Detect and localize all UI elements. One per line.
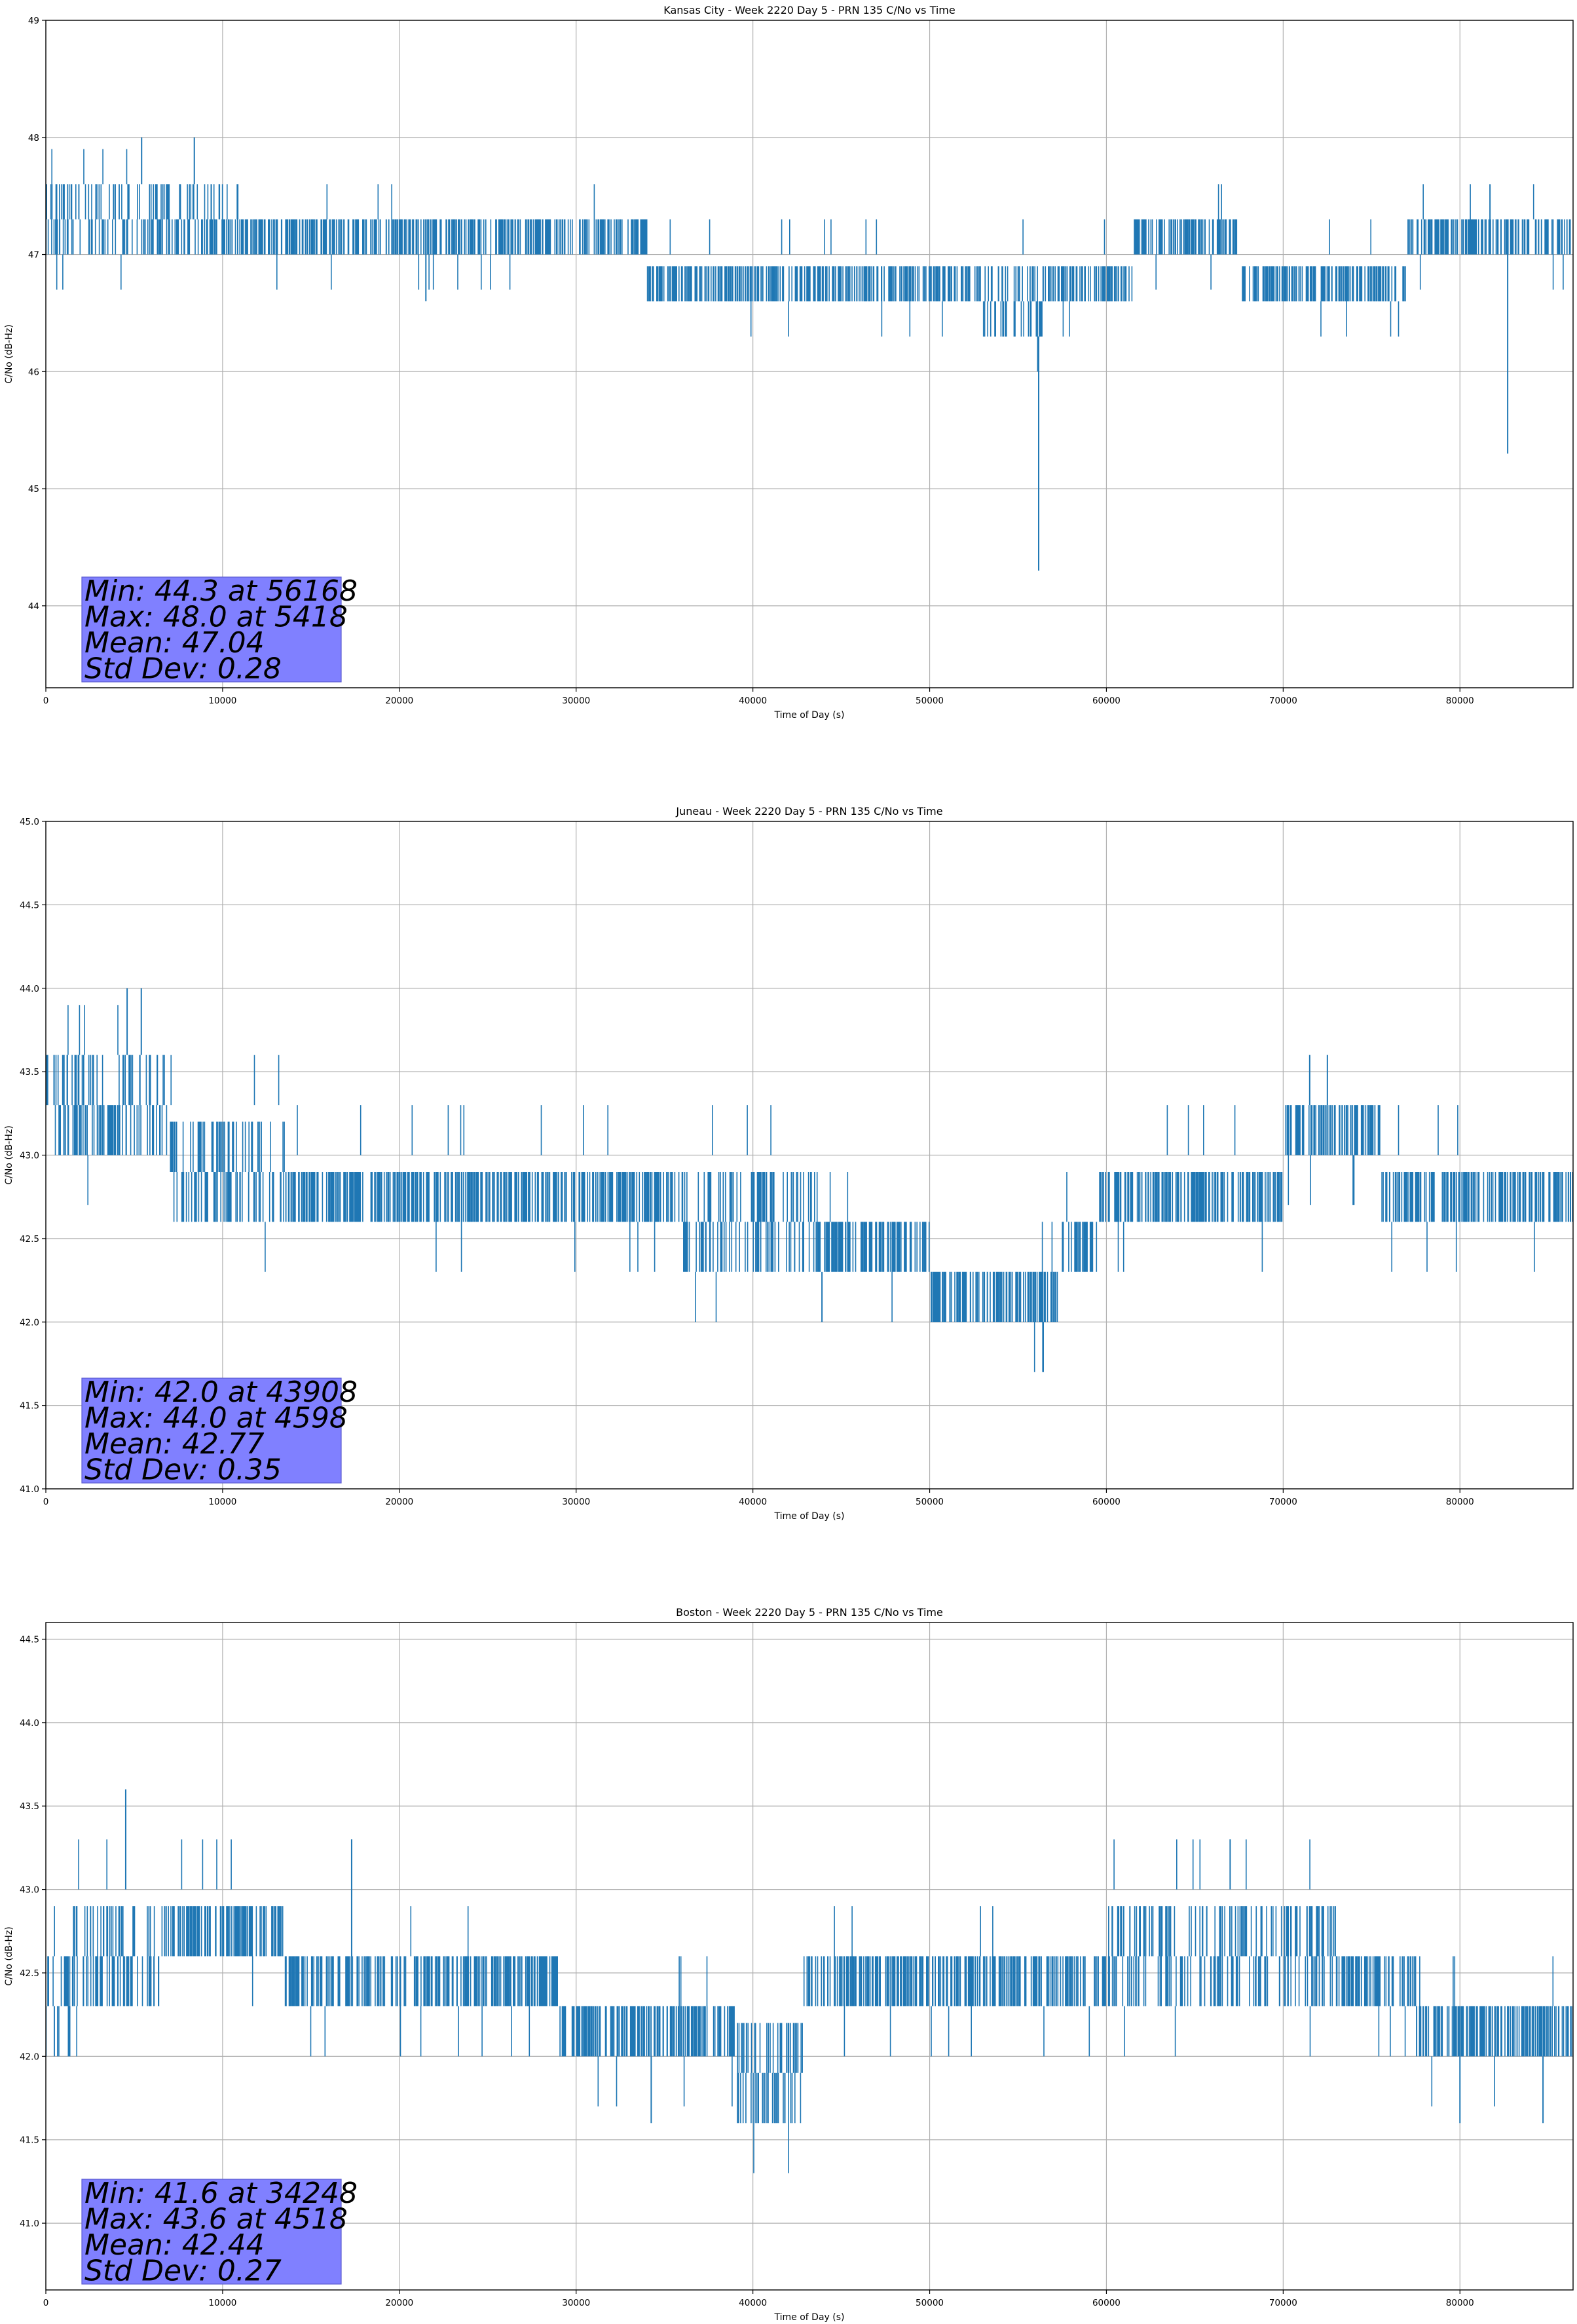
stats-line: Min: 44.3 at 56168 xyxy=(84,574,358,608)
y-tick-label: 42.5 xyxy=(20,1234,39,1245)
y-tick-label: 41.0 xyxy=(20,2219,39,2229)
y-tick-label: 41.0 xyxy=(20,1484,39,1495)
y-tick-label: 42.0 xyxy=(20,1317,39,1328)
x-tick-label: 60000 xyxy=(1092,2298,1121,2308)
y-tick-label: 44.0 xyxy=(20,984,39,994)
x-tick-label: 80000 xyxy=(1446,1497,1474,1507)
chart-title: Kansas City - Week 2220 Day 5 - PRN 135 … xyxy=(663,4,955,16)
y-axis-label: C/No (dB-Hz) xyxy=(4,1125,14,1184)
x-tick-label: 50000 xyxy=(916,1497,944,1507)
y-tick-label: 48 xyxy=(28,133,39,143)
x-tick-label: 70000 xyxy=(1269,1497,1297,1507)
y-tick-label: 42.5 xyxy=(20,1968,39,1979)
stats-line: Min: 41.6 at 34248 xyxy=(84,2177,358,2210)
series-line xyxy=(45,149,1571,372)
y-tick-label: 41.5 xyxy=(20,2135,39,2146)
x-tick-label: 10000 xyxy=(208,1497,236,1507)
stats-line: Max: 48.0 at 5418 xyxy=(84,601,348,634)
x-tick-label: 10000 xyxy=(208,696,236,706)
y-tick-label: 43.0 xyxy=(20,1151,39,1161)
stats-line: Mean: 47.04 xyxy=(84,626,265,660)
stats-line: Std Dev: 0.35 xyxy=(84,1453,282,1487)
y-tick-label: 49 xyxy=(28,16,39,26)
x-tick-label: 80000 xyxy=(1446,2298,1474,2308)
x-tick-label: 10000 xyxy=(208,2298,236,2308)
y-tick-label: 44 xyxy=(28,601,39,612)
x-tick-label: 0 xyxy=(43,2298,49,2308)
stats-box xyxy=(81,576,342,683)
y-tick-label: 47 xyxy=(28,250,39,261)
y-axis-label: C/No (dB-Hz) xyxy=(4,1926,14,1985)
x-tick-label: 40000 xyxy=(739,696,767,706)
y-tick-label: 41.5 xyxy=(20,1401,39,1412)
x-tick-label: 0 xyxy=(43,1497,49,1507)
x-tick-label: 30000 xyxy=(562,2298,590,2308)
x-tick-label: 20000 xyxy=(385,2298,413,2308)
plot-frame xyxy=(45,1622,1574,2291)
series-line xyxy=(45,1005,1573,1372)
x-tick-label: 20000 xyxy=(385,1497,413,1507)
y-tick-label: 44.0 xyxy=(20,1718,39,1729)
x-tick-label: 20000 xyxy=(385,696,413,706)
y-tick-label: 43.5 xyxy=(20,1801,39,1812)
x-tick-label: 50000 xyxy=(916,2298,944,2308)
x-tick-label: 40000 xyxy=(739,1497,767,1507)
x-tick-label: 50000 xyxy=(916,696,944,706)
x-axis-label: Time of Day (s) xyxy=(774,1511,845,1522)
x-tick-label: 0 xyxy=(43,696,49,706)
x-tick-label: 60000 xyxy=(1092,1497,1121,1507)
x-tick-label: 30000 xyxy=(562,1497,590,1507)
chart-title: Juneau - Week 2220 Day 5 - PRN 135 C/No … xyxy=(675,805,942,817)
y-tick-label: 42.0 xyxy=(20,2052,39,2062)
chart-panel: 0 10000 20000 30000 40000 50000 60000 70000 8000… xyxy=(4,1606,1574,2323)
series-line xyxy=(45,1839,1572,2173)
stats-box xyxy=(81,1378,342,1484)
x-axis-label: Time of Day (s) xyxy=(774,2312,845,2323)
x-tick-label: 60000 xyxy=(1092,696,1121,706)
plot-frame xyxy=(45,20,1574,688)
x-axis-label: Time of Day (s) xyxy=(774,710,845,721)
stats-line: Mean: 42.44 xyxy=(84,2228,265,2262)
x-tick-label: 40000 xyxy=(739,2298,767,2308)
x-tick-label: 70000 xyxy=(1269,696,1297,706)
stats-line: Mean: 42.77 xyxy=(84,1427,265,1461)
y-tick-label: 45.0 xyxy=(20,817,39,827)
stats-line: Max: 43.6 at 4518 xyxy=(84,2203,348,2236)
y-tick-label: 43.5 xyxy=(20,1067,39,1078)
stats-line: Std Dev: 0.27 xyxy=(84,2255,282,2288)
stats-line: Max: 44.0 at 4598 xyxy=(84,1402,348,1435)
chart-panel: 0 10000 20000 30000 40000 50000 60000 70000 8000… xyxy=(4,805,1574,1522)
y-tick-label: 44.5 xyxy=(20,1634,39,1645)
x-tick-label: 70000 xyxy=(1269,2298,1297,2308)
y-axis-label: C/No (dB-Hz) xyxy=(4,324,14,383)
y-tick-label: 45 xyxy=(28,484,39,495)
stats-box xyxy=(81,2179,342,2285)
chart-title: Boston - Week 2220 Day 5 - PRN 135 C/No … xyxy=(676,1606,943,1619)
x-tick-label: 80000 xyxy=(1446,696,1474,706)
y-tick-label: 46 xyxy=(28,367,39,377)
chart-panel: 0 10000 20000 30000 40000 50000 60000 70000 8000… xyxy=(4,4,1574,721)
x-tick-label: 30000 xyxy=(562,696,590,706)
stats-line: Min: 42.0 at 43908 xyxy=(84,1376,358,1409)
y-tick-label: 44.5 xyxy=(20,900,39,910)
y-tick-label: 43.0 xyxy=(20,1885,39,1896)
stats-line: Std Dev: 0.28 xyxy=(84,652,282,686)
